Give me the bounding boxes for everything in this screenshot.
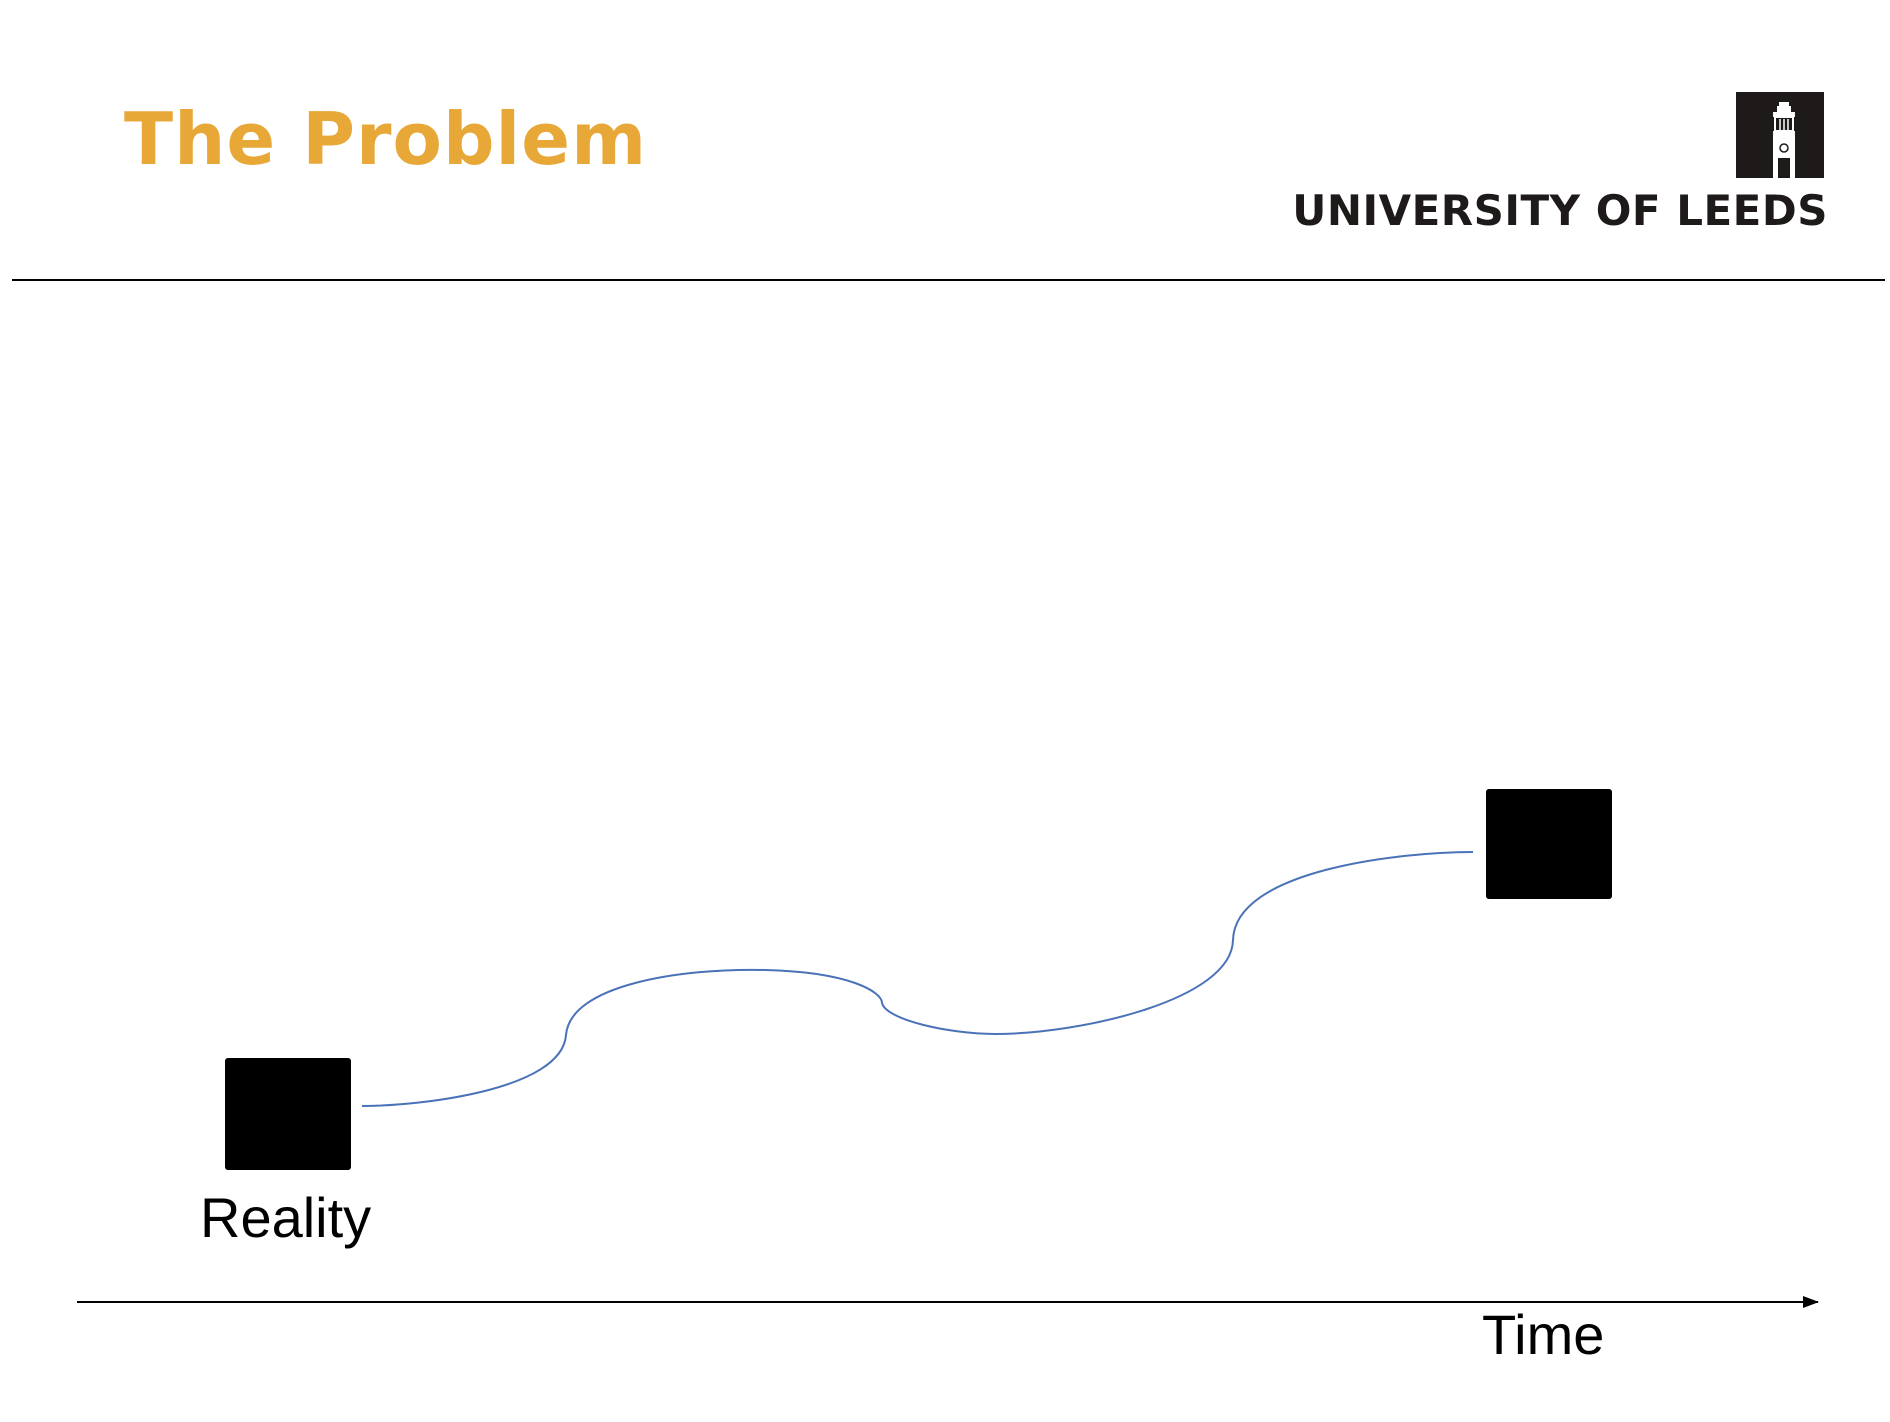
- time-axis-label: Time: [1482, 1303, 1605, 1366]
- clock-tower-icon: [1736, 92, 1824, 178]
- header-divider: [12, 279, 1885, 281]
- university-logo-text: UNIVERSITY OF LEEDS: [1292, 186, 1828, 235]
- reality-label: Reality: [200, 1186, 372, 1249]
- slide-title: The Problem: [124, 97, 648, 181]
- start-node: [225, 1058, 351, 1170]
- end-node: [1486, 789, 1612, 899]
- progress-path: [361, 851, 1474, 1107]
